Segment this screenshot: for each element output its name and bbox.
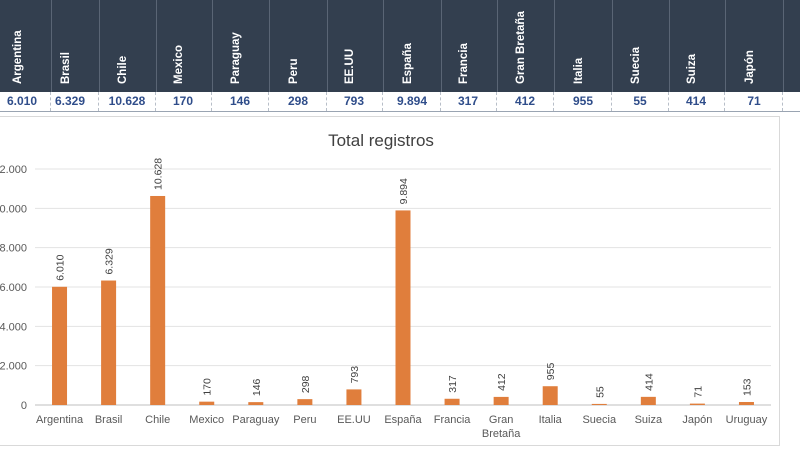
table-value-cell: 9.894: [384, 92, 441, 111]
table-header-cell: Japón: [726, 0, 784, 92]
bar: [199, 401, 215, 405]
x-tick-label: Japón: [682, 414, 712, 426]
table-header-cell: EE.UU: [326, 0, 384, 92]
table-header-cell: Peru: [270, 0, 328, 92]
data-label: 955: [545, 363, 557, 381]
table-header-cell: Paraguay: [212, 0, 270, 92]
table-value-cell: 10.628: [99, 92, 156, 111]
data-label: 9.894: [398, 178, 410, 204]
table-value-cell: 170: [155, 92, 212, 111]
table-header-cell: Chile: [99, 0, 157, 92]
data-label: 793: [349, 366, 361, 384]
table-value-cell: 414: [668, 92, 725, 111]
table-header-cell: España: [384, 0, 442, 92]
x-tick-label: Italia: [539, 414, 563, 426]
y-tick-label: 2.000: [0, 361, 27, 373]
bar: [346, 389, 362, 405]
x-tick-label: Francia: [434, 414, 472, 426]
table-header-band: Argentina Brasil Chile Mexico Paraguay Peru EE…: [0, 0, 800, 92]
table-header-label: Italia: [573, 57, 585, 84]
data-label: 71: [692, 386, 704, 398]
table-value-cell: 412: [497, 92, 554, 111]
x-tick-label: Chile: [145, 414, 170, 426]
table-header-label: Paraguay: [230, 32, 242, 84]
x-tick-label: Gran Bretaña: [482, 414, 521, 440]
x-tick-label: Argentina: [36, 414, 84, 426]
data-label: 317: [447, 375, 459, 393]
table-header-label: Mexico: [173, 45, 185, 84]
bar: [101, 280, 117, 405]
bar: [493, 396, 509, 405]
bar: [297, 399, 313, 405]
table-header-label: Argentina: [12, 30, 24, 84]
bar: [640, 396, 656, 405]
bar: [395, 210, 411, 405]
data-label: 153: [741, 378, 753, 396]
table-header-cell: Mexico: [155, 0, 213, 92]
x-tick-label: Mexico: [189, 414, 224, 426]
bar: [689, 403, 705, 405]
data-label: 6.010: [55, 254, 67, 280]
table-header-cell: Brasil: [42, 0, 100, 92]
x-tick-label: Uruguay: [726, 414, 768, 426]
bar: [248, 402, 264, 405]
table-header-label: Suecia: [630, 46, 642, 84]
table-header-label: Peru: [288, 58, 300, 84]
bar: [444, 398, 460, 405]
x-tick-label: España: [384, 414, 422, 426]
data-label: 6.329: [104, 248, 116, 274]
chart-frame: Total registros 0 2.000 4.000 6.000 8.000 10.…: [0, 116, 780, 446]
table-value-cell: 55: [612, 92, 669, 111]
x-tick-label: Brasil: [95, 414, 123, 426]
bar-chart: Total registros 0 2.000 4.000 6.000 8.000 10.…: [0, 131, 771, 440]
table-value-cell: 317: [440, 92, 497, 111]
bar: [591, 403, 607, 405]
y-tick-label: 8.000: [0, 243, 27, 255]
table-header-label: Japón: [744, 50, 756, 84]
table-header-cell: Suiza: [668, 0, 726, 92]
table-header-label: Brasil: [60, 52, 72, 84]
table-header-cell: Suecia: [612, 0, 670, 92]
table-header-cell: Francia: [440, 0, 498, 92]
table-header-label: España: [402, 43, 414, 84]
bar: [542, 386, 558, 405]
chart-title: Total registros: [328, 131, 434, 150]
table-value-cell: 955: [555, 92, 612, 111]
table-value-cell: 793: [326, 92, 383, 111]
data-label: 170: [202, 378, 214, 396]
table-value-row: 6.010 6.329 10.628 170 146 298 793 9.894 317 412 9…: [0, 92, 800, 112]
data-label: 10.628: [153, 158, 165, 190]
bar: [150, 195, 166, 405]
x-tick-label: EE.UU: [337, 414, 371, 426]
y-tick-label: 10.000: [0, 203, 27, 215]
table-value-cell: 71: [726, 92, 783, 111]
table-header-cell: Gran Bretaña: [497, 0, 555, 92]
table-header-label: Chile: [117, 55, 129, 84]
table-header-cell: Argentina: [0, 0, 52, 92]
y-tick-label: 4.000: [0, 321, 27, 333]
y-tick-label: 12.000: [0, 164, 27, 176]
table-value-cell: 6.329: [42, 92, 99, 111]
table-header-label: EE.UU: [344, 48, 356, 84]
bar: [738, 401, 754, 405]
table-value-cell: 146: [212, 92, 269, 111]
table-header-label: Gran Bretaña: [515, 11, 527, 84]
x-tick-label: Suecia: [582, 414, 617, 426]
table-value-cell: 6.010: [0, 92, 51, 111]
x-tick-label: Paraguay: [232, 414, 280, 426]
table-value-cell: 298: [270, 92, 327, 111]
y-tick-label: 0: [21, 400, 27, 412]
x-tick-label: Peru: [293, 414, 316, 426]
x-tick-label: Suiza: [635, 414, 663, 426]
table-header-label: Suiza: [686, 53, 698, 84]
bar: [52, 286, 68, 405]
table-header-label: Francia: [458, 43, 470, 84]
data-label: 414: [643, 373, 655, 391]
data-label: 298: [300, 375, 312, 393]
data-label: 412: [496, 373, 508, 391]
table-header-cell: Italia: [555, 0, 613, 92]
data-label: 146: [251, 378, 263, 396]
y-tick-label: 6.000: [0, 282, 27, 294]
data-label: 55: [594, 386, 606, 398]
